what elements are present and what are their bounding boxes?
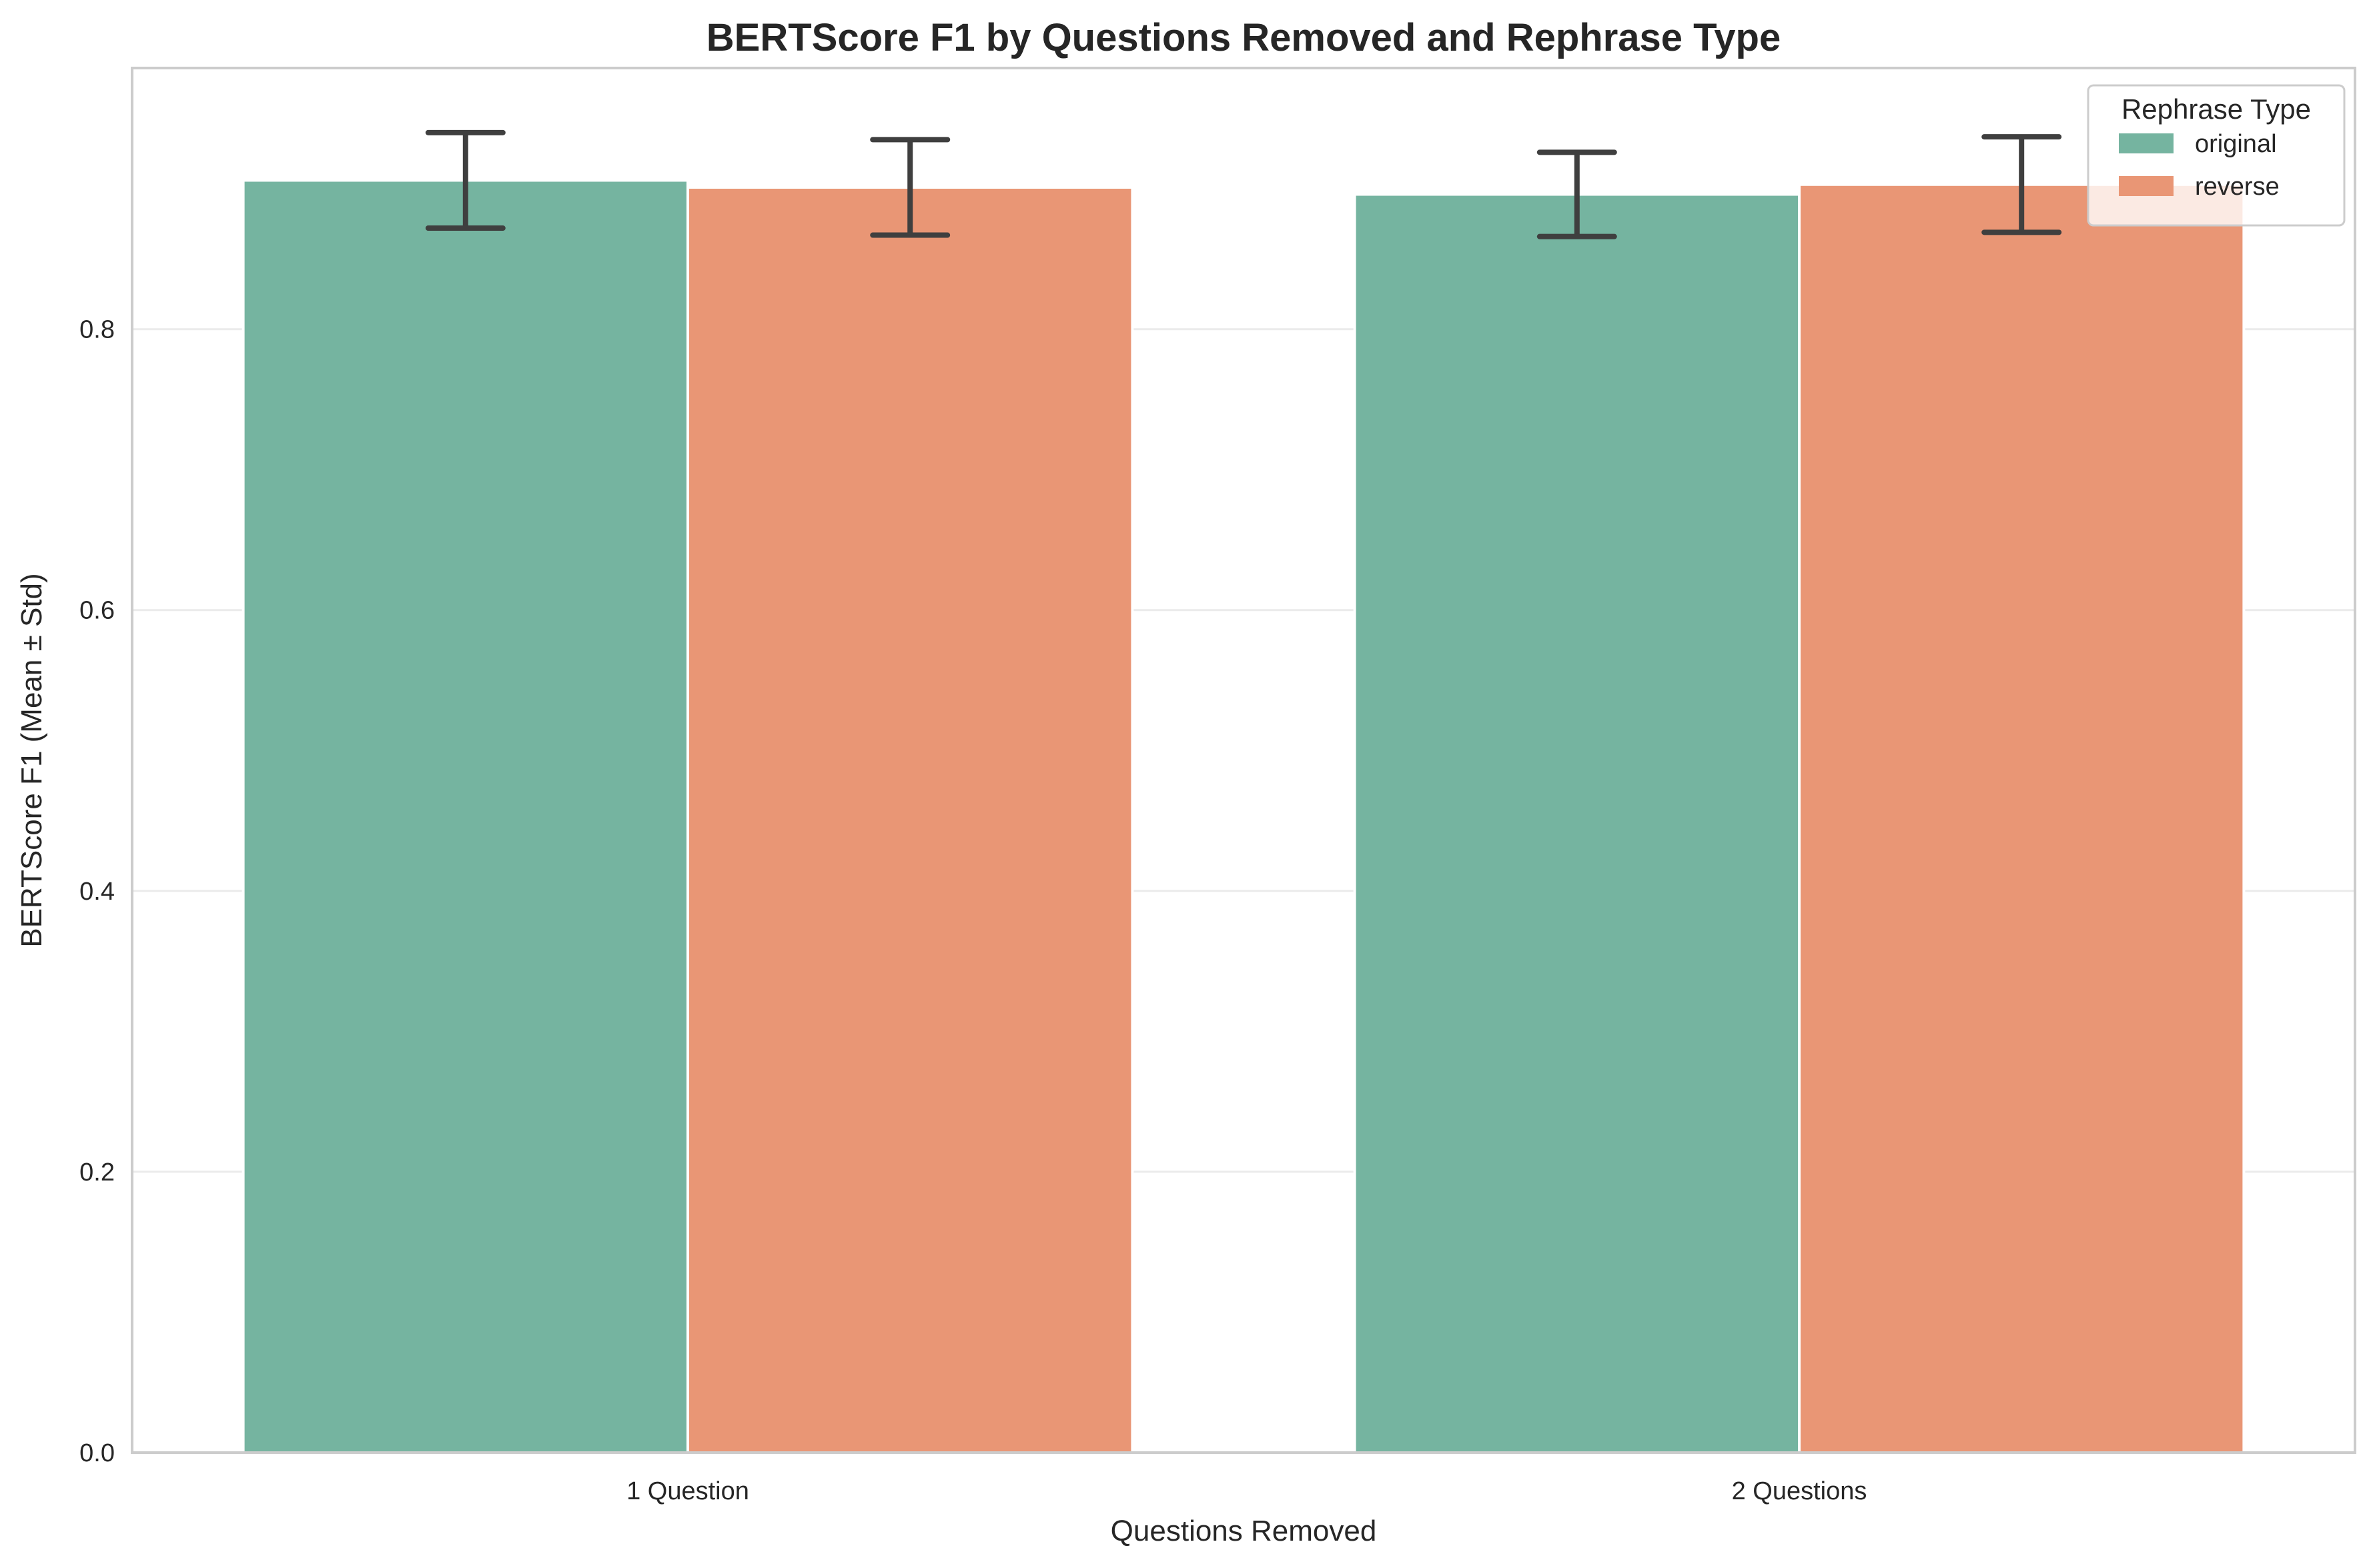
legend-swatch-original xyxy=(2119,133,2174,153)
legend-title: Rephrase Type xyxy=(2121,93,2311,125)
legend-label-reverse: reverse xyxy=(2195,173,2280,201)
y-tick-label: 0.6 xyxy=(79,597,115,625)
plot-frame xyxy=(131,67,2356,1454)
tick-labels: 0.0 0.2 0.4 0.6 0.8 1 Question 2 Questions xyxy=(79,316,1867,1505)
y-tick-label: 0.2 xyxy=(79,1158,115,1187)
y-tick-label: 0.8 xyxy=(79,316,115,344)
y-axis-label: BERTScore F1 (Mean ± Std) xyxy=(15,573,48,947)
bar-reverse-2 xyxy=(1798,183,2246,1455)
bar-original-2 xyxy=(1353,193,1801,1454)
x-tick-label: 1 Question xyxy=(626,1477,749,1505)
x-tick-label: 2 Questions xyxy=(1732,1477,1867,1505)
chart-title: BERTScore F1 by Questions Removed and Re… xyxy=(706,16,1781,59)
bar-reverse-1 xyxy=(686,185,1134,1454)
bars xyxy=(242,179,2246,1455)
bar-original-1 xyxy=(242,179,690,1455)
x-axis-label: Questions Removed xyxy=(1111,1515,1377,1547)
y-tick-label: 0.0 xyxy=(79,1439,115,1467)
legend-swatch-reverse xyxy=(2119,176,2174,196)
legend: Rephrase Type original reverse xyxy=(2087,84,2346,227)
error-bars xyxy=(425,129,2062,239)
y-tick-label: 0.4 xyxy=(79,878,115,906)
legend-label-original: original xyxy=(2195,130,2277,158)
